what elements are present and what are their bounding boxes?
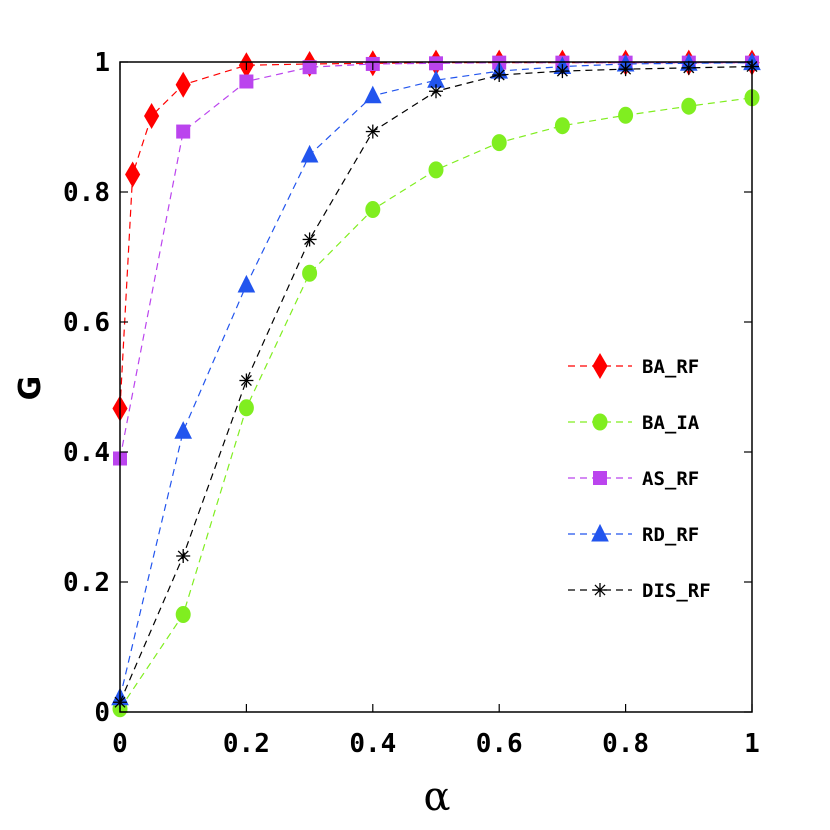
series-dis-rf — [113, 59, 759, 710]
y-tick-label: 1 — [94, 48, 110, 78]
series-line — [119, 62, 753, 698]
legend: BA_RF BA_IA AS_RF RD_RF DIS_RF — [568, 353, 711, 602]
data-point — [239, 74, 254, 89]
data-point — [492, 68, 507, 82]
legend-label: BA_RF — [642, 356, 699, 378]
y-tick-label: 0.4 — [63, 438, 110, 468]
legend-item: BA_RF — [568, 353, 699, 379]
data-point — [125, 161, 141, 188]
data-point — [175, 606, 191, 623]
legend-marker — [592, 353, 608, 379]
data-point — [365, 124, 380, 139]
data-point — [302, 232, 317, 247]
legend-item: RD_RF — [568, 523, 699, 546]
legend-label: RD_RF — [642, 524, 699, 546]
x-tick-label: 1 — [744, 729, 760, 759]
legend-label: AS_RF — [642, 468, 699, 490]
plot-frame — [119, 61, 753, 713]
x-tick-label: 0.2 — [223, 729, 270, 759]
data-point — [302, 264, 318, 282]
data-point — [363, 85, 382, 104]
legend-item: DIS_RF — [568, 580, 711, 602]
data-point — [176, 124, 191, 139]
x-tick-label: 0.8 — [602, 729, 649, 759]
x-tick-label: 0 — [112, 729, 128, 759]
data-point — [618, 106, 634, 124]
data-point — [428, 161, 444, 179]
data-point — [174, 421, 193, 439]
x-tick-label: 0.4 — [349, 729, 396, 759]
legend-label: DIS_RF — [642, 580, 711, 602]
data-point — [555, 64, 570, 79]
data-point — [175, 71, 191, 98]
legend-marker — [591, 523, 609, 542]
y-axis-title: G — [13, 376, 48, 401]
data-point — [429, 84, 443, 99]
data-point — [681, 60, 696, 75]
data-point — [491, 134, 507, 152]
y-tick-label: 0.8 — [63, 178, 110, 208]
data-point — [237, 274, 256, 293]
data-point — [300, 144, 319, 163]
y-tick-label: 0 — [94, 698, 110, 728]
data-point — [681, 97, 697, 115]
y-tick-label: 0.6 — [63, 308, 110, 338]
x-axis-title: α — [423, 774, 450, 820]
legend-marker — [593, 583, 607, 597]
legend-item: BA_IA — [568, 412, 700, 434]
data-point — [144, 102, 160, 129]
legend-marker — [592, 413, 608, 431]
data-point — [429, 56, 443, 71]
data-point — [302, 60, 317, 75]
data-point — [365, 201, 381, 219]
x-tick-label: 0.6 — [476, 729, 523, 759]
legend-label: BA_IA — [642, 412, 700, 434]
legend-item: AS_RF — [568, 468, 699, 490]
y-tick-label: 0.2 — [63, 568, 110, 598]
data-point — [554, 117, 570, 135]
legend-marker — [593, 471, 607, 485]
data-point — [176, 549, 191, 563]
data-point — [238, 399, 254, 417]
data-point — [239, 373, 254, 388]
series-layer — [111, 49, 761, 718]
axes-layer: 0 0.2 0.4 0.6 0.8 1 0 0.2 0.4 0.6 0.8 1 — [63, 48, 760, 759]
